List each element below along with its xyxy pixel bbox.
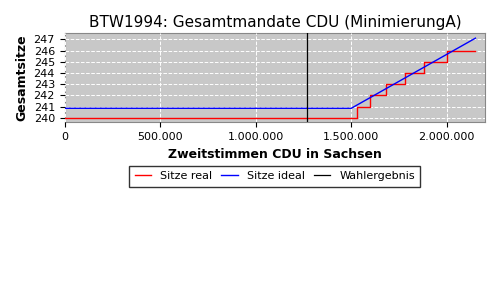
Title: BTW1994: Gesamtmandate CDU (MinimierungA): BTW1994: Gesamtmandate CDU (MinimierungA…: [88, 15, 461, 30]
Legend: Sitze real, Sitze ideal, Wahlergebnis: Sitze real, Sitze ideal, Wahlergebnis: [129, 166, 420, 187]
X-axis label: Zweitstimmen CDU in Sachsen: Zweitstimmen CDU in Sachsen: [168, 148, 382, 160]
Y-axis label: Gesamtsitze: Gesamtsitze: [15, 34, 28, 121]
